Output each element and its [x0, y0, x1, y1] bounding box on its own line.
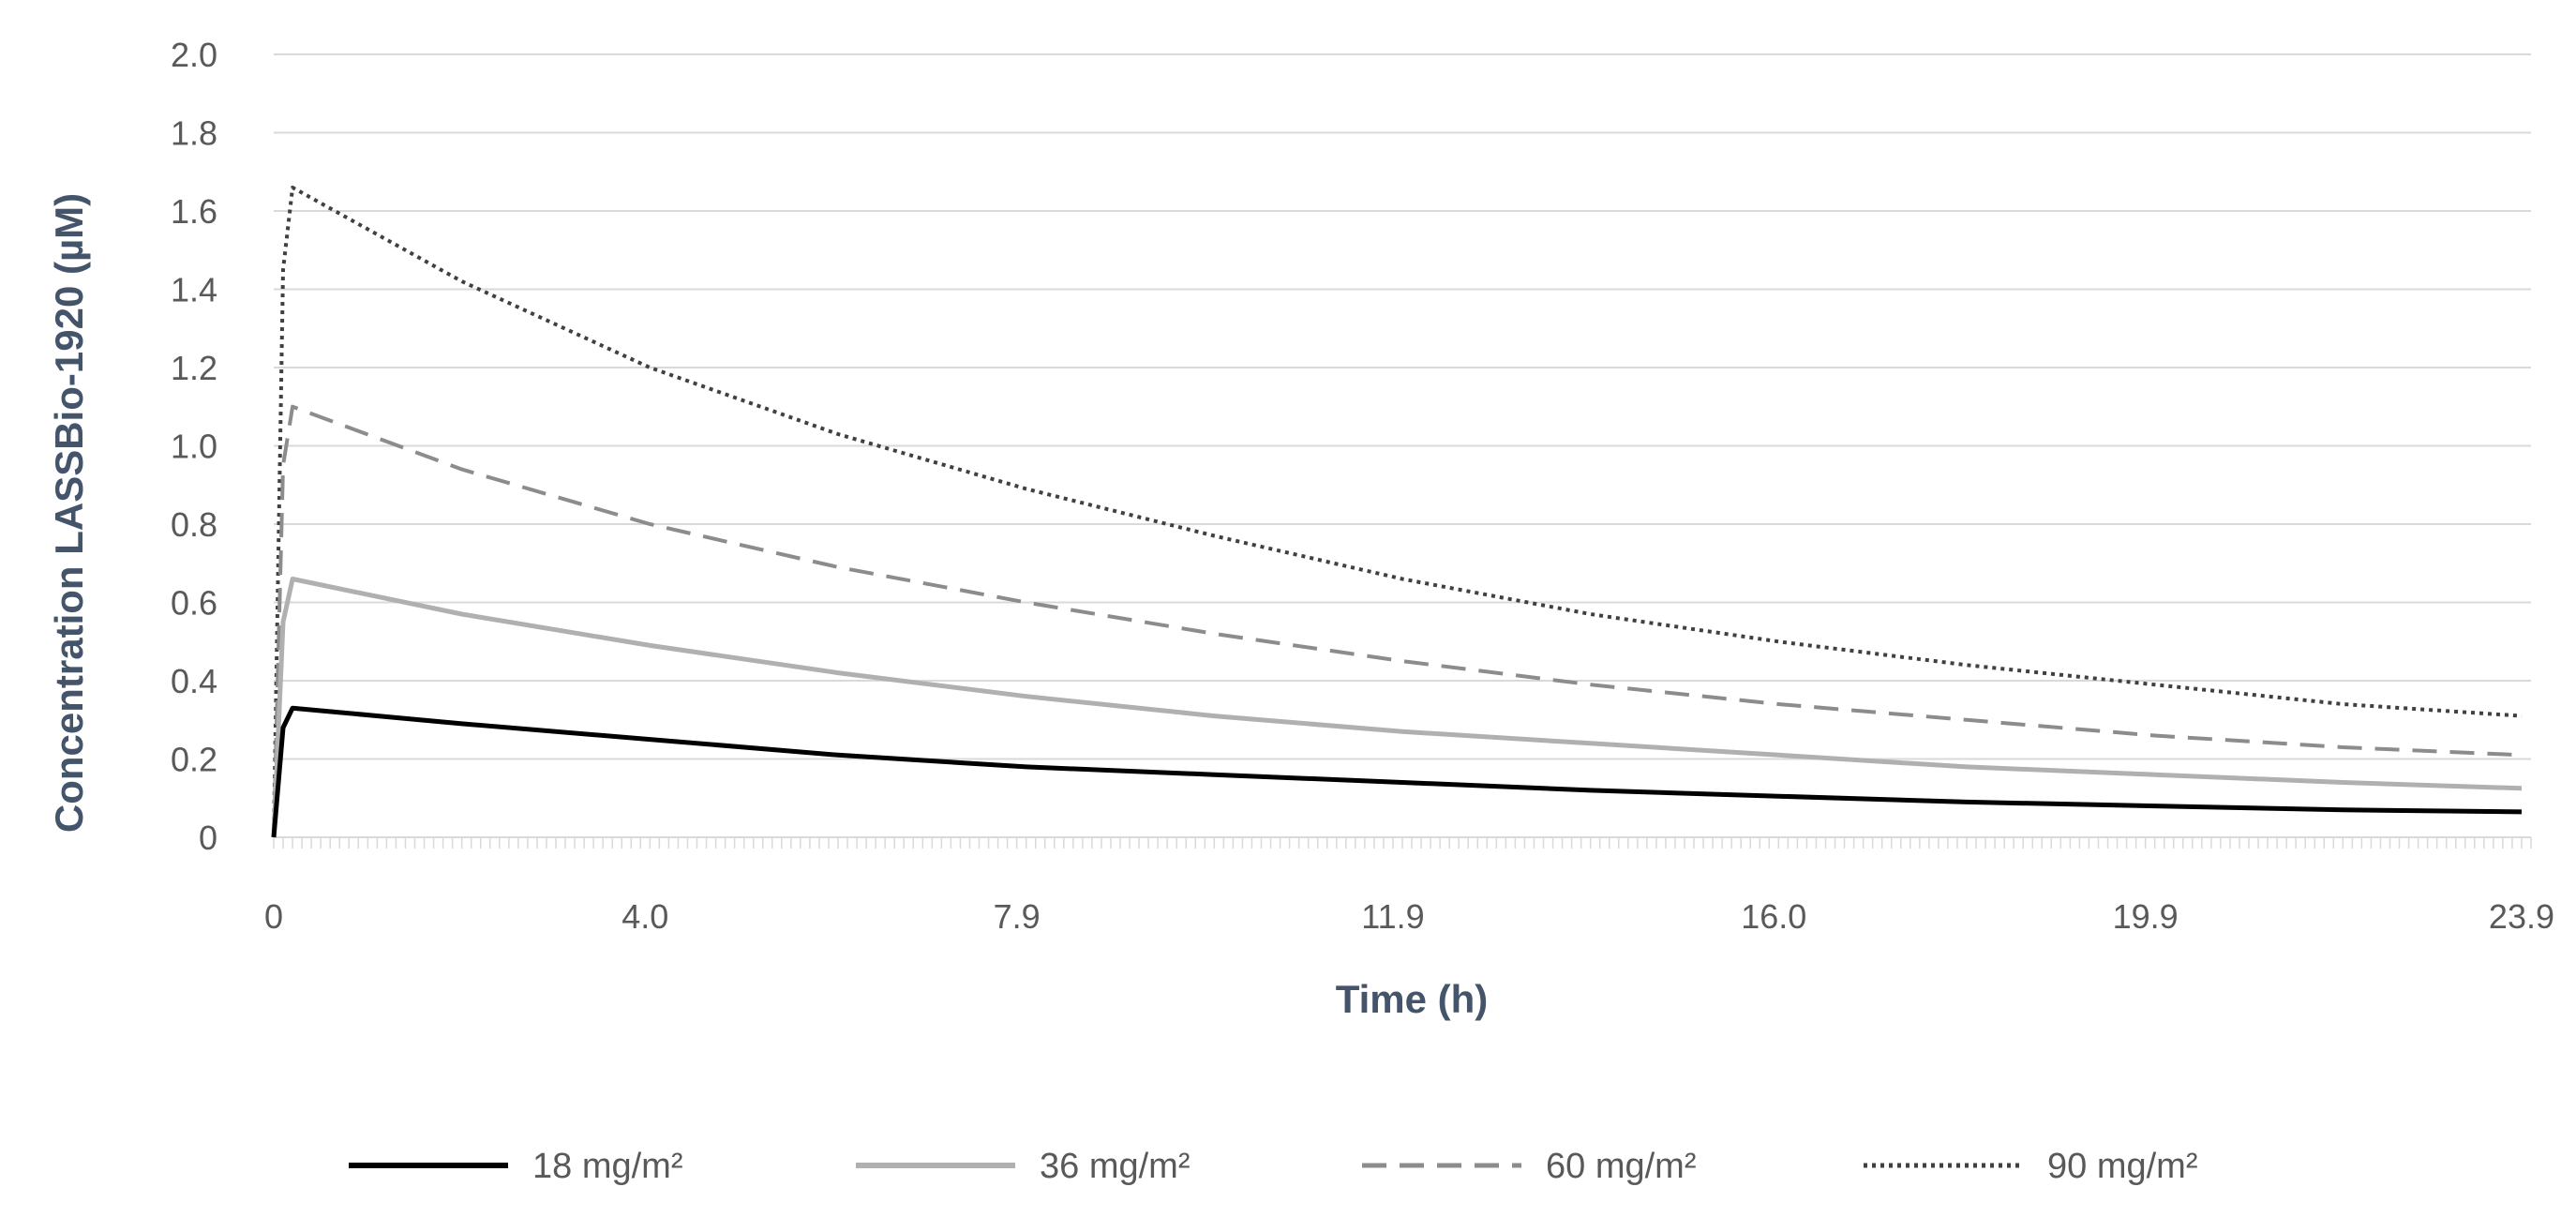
x-tick-label: 23.9 [2489, 897, 2554, 936]
x-tick-label: 7.9 [994, 897, 1041, 936]
tick-labels: 0 0.2 0.4 0.6 0.8 1.0 1.2 1.4 1.6 1.8 2.0 0 4.0 7.9 11… [171, 36, 2554, 936]
y-tick-label: 1.2 [171, 349, 217, 387]
series-line-1 [271, 705, 2523, 838]
legend-label: 90 mg/m² [2047, 1147, 2197, 1186]
legend-label: 36 mg/m² [1040, 1147, 1190, 1186]
series-line-4 [272, 186, 2523, 838]
x-axis-title: Time (h) [1336, 977, 1489, 1021]
legend: 18 mg/m² 36 mg/m² 60 mg/m² 90 mg/m² [349, 1147, 2197, 1186]
y-tick-label: 1.0 [171, 428, 217, 466]
y-tick-label: 0.8 [171, 505, 217, 544]
x-tick-label: 19.9 [2113, 897, 2179, 936]
y-tick-label: 0 [199, 819, 217, 857]
y-tick-label: 1.8 [171, 114, 217, 153]
legend-label: 60 mg/m² [1546, 1147, 1696, 1186]
axes [273, 836, 2532, 849]
x-tick-label: 11.9 [1361, 897, 1424, 936]
y-tick-label: 1.6 [171, 192, 217, 231]
y-tick-label: 0.6 [171, 584, 217, 623]
y-axis-title: Concentration LASSBio-1920 (µM) [47, 193, 91, 833]
y-tick-label: 0.4 [171, 662, 217, 700]
gridlines [274, 53, 2531, 760]
x-tick-label: 0 [264, 897, 283, 936]
y-tick-label: 2.0 [171, 36, 217, 74]
series-line-3 [272, 404, 2523, 838]
legend-label: 18 mg/m² [532, 1147, 682, 1186]
series-line-2 [271, 577, 2523, 838]
y-tick-label: 1.4 [171, 271, 217, 309]
x-tick-label: 4.0 [622, 897, 668, 936]
x-tick-label: 16.0 [1741, 897, 1806, 936]
series-lines [271, 186, 2523, 838]
y-tick-label: 0.2 [171, 741, 217, 779]
